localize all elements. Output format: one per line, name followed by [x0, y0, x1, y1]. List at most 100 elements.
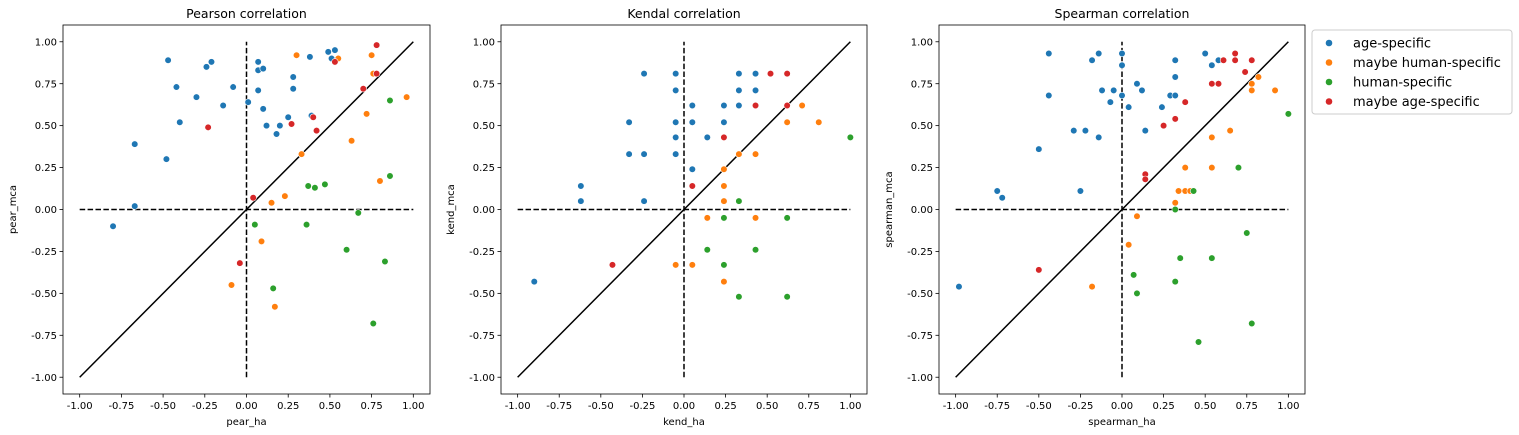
point-maybe-age-specific	[1035, 266, 1043, 274]
x-tick-label: 1.00	[1277, 401, 1299, 412]
x-tick-label: 0.75	[1236, 401, 1258, 412]
point-age-specific	[672, 70, 680, 78]
point-age-specific	[272, 130, 281, 138]
point-age-specific	[955, 283, 963, 291]
point-maybe-age-specific	[204, 123, 212, 131]
point-age-specific	[244, 98, 252, 106]
y-tick-label: 0.00	[473, 205, 495, 216]
y-tick-label: 0.00	[35, 205, 57, 216]
point-age-specific	[1201, 49, 1209, 58]
x-tick-label: 0.25	[277, 401, 299, 412]
point-maybe-human-specific	[1181, 163, 1189, 172]
point-age-specific	[109, 222, 117, 230]
point-age-specific	[162, 155, 171, 163]
legend-label-age-specific: age-specific	[1353, 37, 1431, 52]
point-human-specific	[720, 214, 728, 222]
x-tick-label: 0.00	[1111, 401, 1133, 412]
point-maybe-human-specific	[1271, 86, 1279, 95]
point-age-specific	[1098, 86, 1106, 95]
y-tick-label: 0.50	[911, 121, 933, 132]
y-tick-label: -0.50	[469, 289, 495, 300]
legend-box	[1311, 29, 1513, 115]
point-maybe-human-specific	[720, 182, 728, 190]
point-age-specific	[176, 118, 184, 126]
point-human-specific	[1130, 271, 1138, 279]
point-human-specific	[386, 96, 394, 105]
point-maybe-human-specific	[672, 261, 680, 269]
y-tick-label: -0.75	[469, 331, 495, 342]
x-tick-label: -0.50	[150, 401, 176, 412]
point-age-specific	[1158, 103, 1166, 111]
point-maybe-age-specific	[1219, 56, 1228, 64]
point-age-specific	[331, 46, 339, 54]
point-maybe-human-specific	[815, 118, 823, 126]
point-maybe-human-specific	[1088, 283, 1096, 291]
y-tick-label: 0.75	[473, 79, 495, 90]
point-maybe-human-specific	[292, 51, 301, 59]
point-maybe-human-specific	[1208, 163, 1216, 172]
point-maybe-age-specific	[312, 127, 321, 135]
y-tick-label: -1.00	[31, 373, 57, 384]
point-age-specific	[1081, 127, 1089, 135]
point-maybe-human-specific	[798, 101, 806, 110]
chart-panel-3: -1.00 -0.75 -0.50 -0.25 0.00 0.25 0.50 0.75 1.00…	[884, 6, 1306, 428]
point-maybe-human-specific	[227, 281, 236, 289]
point-human-specific	[251, 220, 259, 229]
point-age-specific	[1035, 145, 1043, 153]
x-tick-label: -1.00	[943, 401, 969, 412]
point-age-specific	[219, 101, 227, 110]
point-human-specific	[1133, 289, 1141, 297]
x-tick-label: 0.75	[360, 401, 382, 412]
point-age-specific	[1171, 91, 1179, 100]
point-age-specific	[254, 86, 262, 95]
point-maybe-human-specific	[1171, 199, 1179, 207]
x-tick-label: 0.50	[756, 401, 778, 412]
point-maybe-human-specific	[347, 137, 356, 145]
point-maybe-human-specific	[271, 303, 279, 311]
point-human-specific	[1243, 229, 1251, 237]
point-maybe-age-specific	[1181, 98, 1189, 106]
point-age-specific	[1118, 49, 1126, 58]
legend-marker-human-specific	[1325, 78, 1333, 86]
point-age-specific	[289, 85, 297, 93]
legend-marker-maybe-human-specific	[1325, 59, 1333, 66]
point-human-specific	[720, 261, 728, 269]
legend: age-specific maybe human-specific human-sp…	[1311, 29, 1513, 115]
y-tick-label: 1.00	[35, 37, 57, 48]
point-age-specific	[1171, 73, 1179, 81]
point-age-specific	[672, 133, 680, 141]
point-age-specific	[192, 93, 201, 101]
y-axis-label: spearman_mca	[884, 171, 895, 247]
legend-marker-age-specific	[1325, 39, 1333, 47]
point-human-specific	[369, 319, 377, 328]
point-maybe-age-specific	[1208, 80, 1216, 88]
point-maybe-human-specific	[363, 110, 371, 118]
point-age-specific	[259, 105, 267, 113]
point-age-specific	[751, 70, 760, 78]
point-age-specific	[577, 197, 585, 205]
point-maybe-age-specific	[287, 120, 296, 128]
y-tick-label: -0.75	[907, 331, 933, 342]
point-human-specific	[321, 180, 329, 188]
point-maybe-age-specific	[1214, 80, 1223, 88]
y-tick-label: -0.25	[907, 247, 933, 258]
point-maybe-age-specific	[766, 70, 775, 78]
y-tick-label: -0.50	[907, 289, 933, 300]
point-age-specific	[998, 194, 1006, 202]
point-maybe-age-specific	[309, 113, 317, 121]
x-tick-label: 1.00	[402, 401, 424, 412]
point-maybe-age-specific	[373, 70, 381, 78]
point-maybe-age-specific	[331, 58, 339, 66]
point-age-specific	[229, 83, 237, 91]
x-tick-label: -1.00	[505, 401, 531, 412]
point-age-specific	[577, 182, 585, 190]
point-age-specific	[672, 118, 680, 126]
point-maybe-age-specific	[1231, 49, 1239, 58]
y-tick-label: 0.25	[911, 163, 933, 174]
point-maybe-human-specific	[688, 261, 696, 269]
point-maybe-human-specific	[1254, 73, 1263, 81]
point-human-specific	[735, 197, 743, 205]
point-age-specific	[1045, 91, 1053, 100]
point-age-specific	[688, 118, 696, 126]
